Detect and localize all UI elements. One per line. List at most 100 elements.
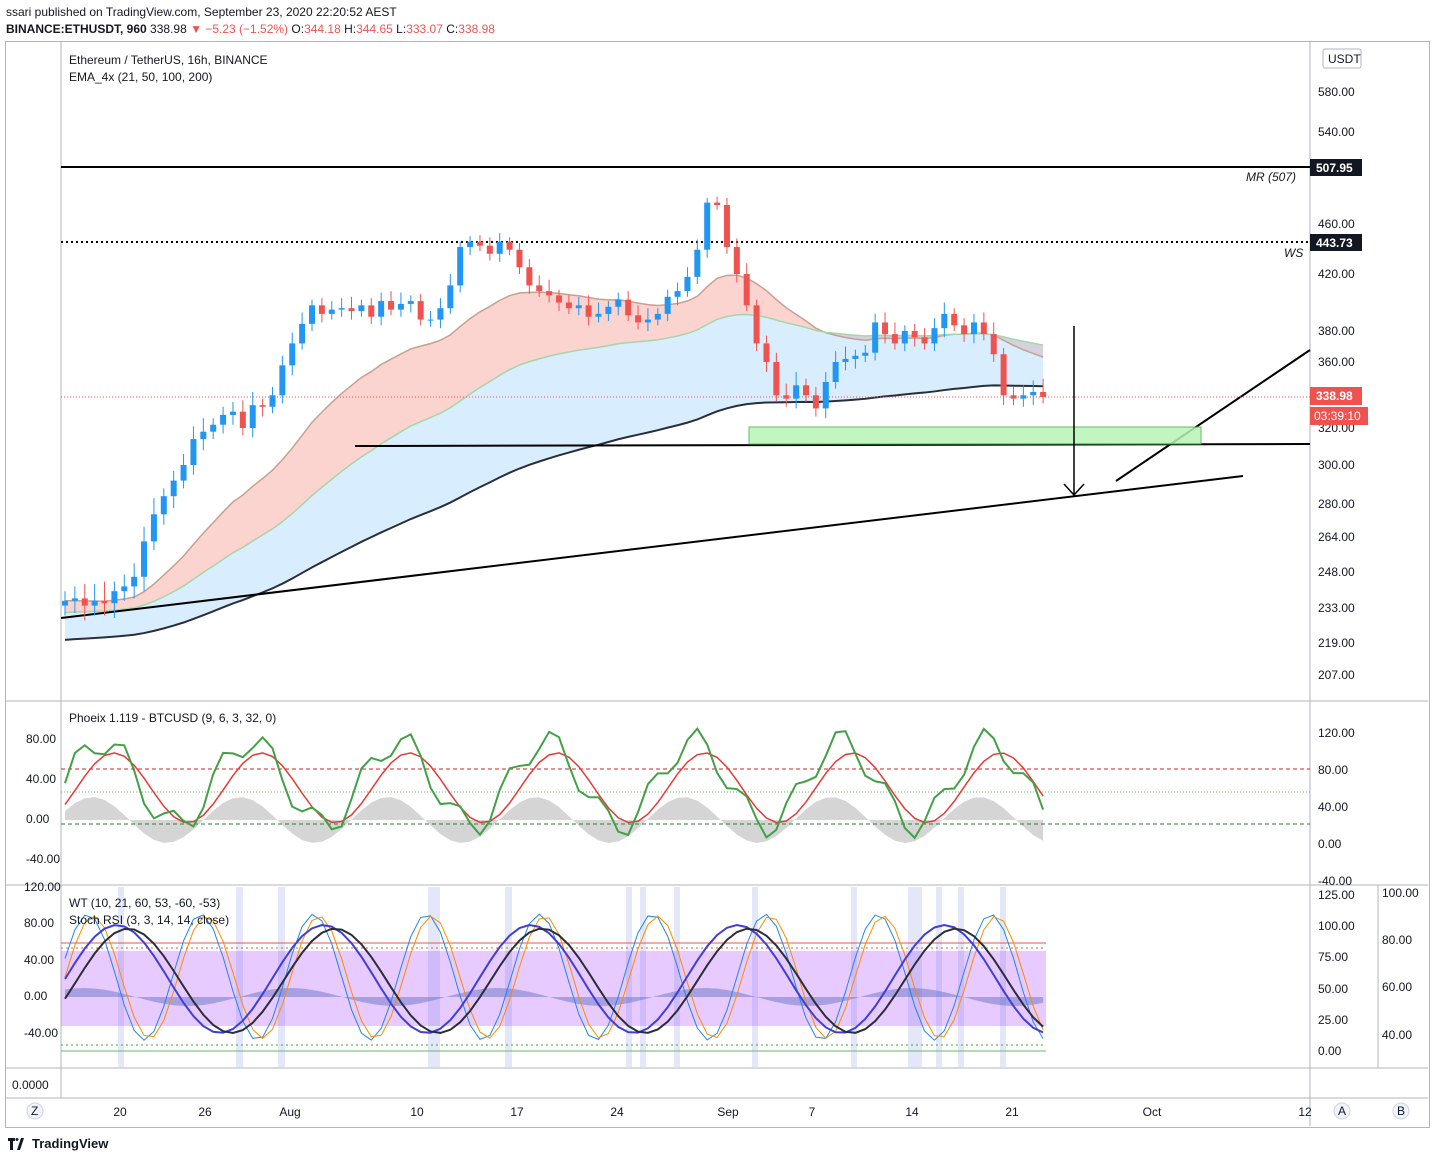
candle[interactable] (921, 337, 928, 344)
candle[interactable] (111, 591, 118, 604)
candle[interactable] (289, 343, 296, 366)
candle[interactable] (970, 322, 977, 335)
candle[interactable] (81, 598, 88, 606)
candles[interactable] (62, 196, 1047, 621)
candle[interactable] (299, 323, 306, 344)
upper-trendline[interactable] (1115, 349, 1311, 482)
candle[interactable] (476, 241, 483, 246)
candle[interactable] (644, 319, 651, 323)
candle[interactable] (654, 313, 661, 320)
candle[interactable] (684, 276, 691, 292)
candle[interactable] (467, 241, 474, 248)
candle[interactable] (259, 405, 266, 407)
candle[interactable] (447, 285, 454, 309)
candle[interactable] (516, 249, 523, 268)
tradingview-logo[interactable]: TradingView (8, 1136, 108, 1151)
candle[interactable] (62, 600, 68, 606)
candle[interactable] (71, 598, 78, 601)
candle[interactable] (733, 247, 740, 274)
candle[interactable] (131, 576, 138, 587)
candle[interactable] (842, 358, 849, 362)
candle[interactable] (200, 431, 207, 440)
candle[interactable] (585, 305, 592, 317)
candle[interactable] (615, 299, 622, 307)
candle[interactable] (210, 424, 217, 432)
candle[interactable] (269, 395, 276, 407)
candle[interactable] (1020, 395, 1027, 399)
candle[interactable] (229, 411, 236, 415)
candle[interactable] (170, 480, 177, 497)
candle[interactable] (941, 313, 948, 329)
candle[interactable] (723, 204, 730, 248)
candle[interactable] (674, 291, 681, 297)
candle[interactable] (664, 296, 671, 314)
candle[interactable] (635, 315, 642, 323)
candle[interactable] (338, 308, 345, 310)
candle[interactable] (378, 301, 385, 317)
candle[interactable] (595, 313, 602, 317)
candle[interactable] (931, 328, 938, 344)
candle[interactable] (368, 305, 375, 317)
candle[interactable] (190, 439, 197, 465)
candle[interactable] (961, 325, 968, 335)
candle[interactable] (773, 362, 780, 396)
candle[interactable] (901, 331, 908, 344)
phoeix-indicator[interactable]: 80.00 40.00 0.00 -40.00 120.00 80.00 40.00 0.00… (26, 726, 1355, 888)
candle[interactable] (279, 365, 286, 396)
candle[interactable] (427, 319, 434, 321)
rising-trendline[interactable] (60, 475, 1244, 619)
candle[interactable] (783, 395, 790, 399)
candle[interactable] (101, 600, 108, 604)
auto-scale-button[interactable] (1333, 1102, 1351, 1120)
candle[interactable] (160, 496, 167, 515)
b-button[interactable] (1392, 1102, 1410, 1120)
wt-indicator[interactable]: 120.00 80.00 40.00 0.00 -40.00 125.00 100.00 75… (24, 880, 1419, 1067)
candle[interactable] (526, 267, 533, 286)
candle[interactable] (506, 241, 513, 250)
candle[interactable] (407, 301, 414, 304)
candle[interactable] (605, 306, 612, 314)
candle[interactable] (1000, 354, 1007, 396)
candle[interactable] (556, 295, 562, 303)
candle[interactable] (536, 285, 543, 292)
candle[interactable] (803, 385, 809, 396)
candle[interactable] (625, 299, 632, 316)
candle[interactable] (743, 274, 750, 306)
candle[interactable] (496, 241, 503, 254)
candle[interactable] (437, 308, 444, 320)
candle[interactable] (714, 202, 721, 205)
candle[interactable] (891, 334, 898, 344)
candle[interactable] (852, 355, 859, 359)
candle[interactable] (328, 309, 335, 314)
candle[interactable] (812, 395, 819, 409)
candle[interactable] (565, 302, 572, 309)
candle[interactable] (1040, 391, 1047, 397)
candle[interactable] (694, 249, 701, 277)
candle[interactable] (882, 322, 889, 335)
candle[interactable] (911, 331, 918, 338)
candle[interactable] (763, 343, 770, 362)
candle[interactable] (121, 586, 128, 592)
candle[interactable] (417, 301, 424, 320)
candle[interactable] (358, 305, 365, 312)
candle[interactable] (141, 541, 148, 577)
candle[interactable] (546, 291, 553, 296)
candle[interactable] (704, 202, 711, 250)
candle[interactable] (990, 334, 997, 355)
candle[interactable] (388, 301, 395, 310)
candle[interactable] (951, 313, 958, 326)
candle[interactable] (753, 305, 760, 344)
candle[interactable] (1010, 395, 1017, 399)
candle[interactable] (348, 308, 355, 312)
candle[interactable] (1030, 391, 1037, 396)
candle[interactable] (980, 322, 987, 335)
candle[interactable] (832, 362, 839, 382)
candle[interactable] (457, 247, 464, 286)
candle[interactable] (318, 305, 325, 314)
support-zone[interactable] (748, 426, 1202, 445)
candle[interactable] (397, 303, 404, 310)
candle[interactable] (862, 352, 869, 356)
candle[interactable] (822, 381, 829, 409)
candle[interactable] (872, 322, 879, 353)
